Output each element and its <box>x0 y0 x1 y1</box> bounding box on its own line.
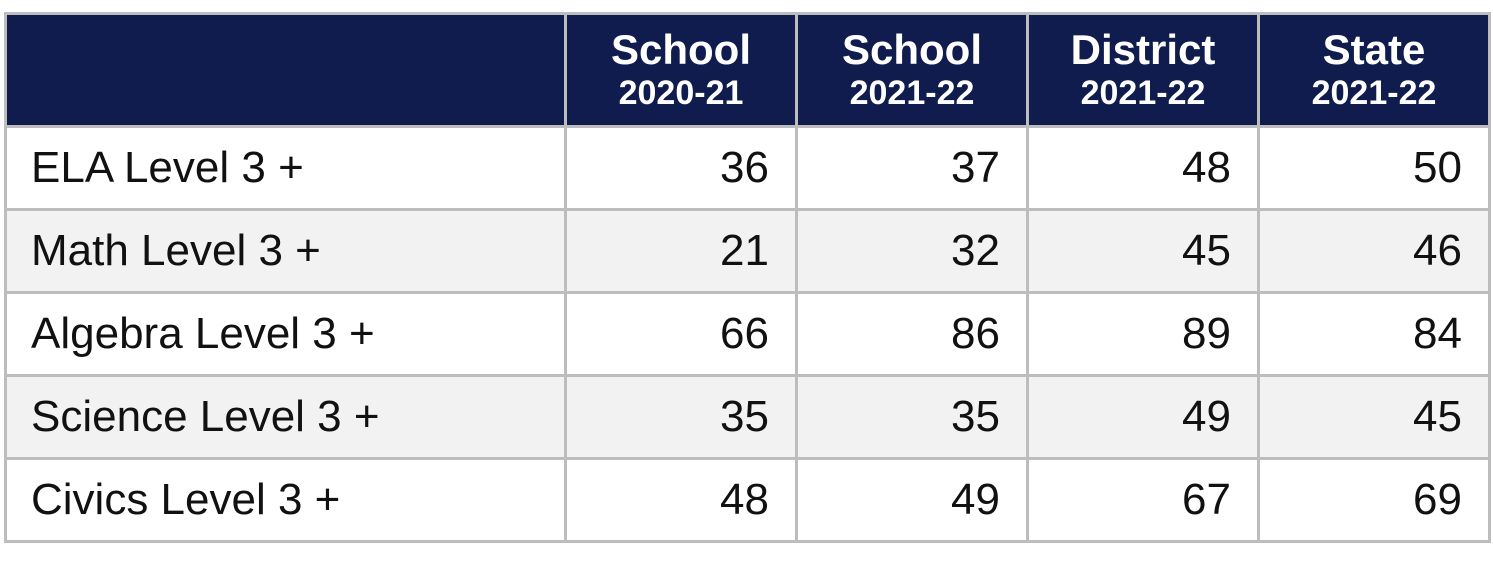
value-cell: 67 <box>1026 457 1260 543</box>
corner-cell <box>4 12 567 128</box>
value-cell: 86 <box>795 291 1029 377</box>
column-header: District 2021-22 <box>1026 12 1260 128</box>
value-cell: 45 <box>1026 208 1260 294</box>
value-cell: 21 <box>564 208 798 294</box>
row-label: Science Level 3 + <box>4 374 567 460</box>
value-cell: 50 <box>1257 125 1491 211</box>
value-cell: 49 <box>795 457 1029 543</box>
row-label: Civics Level 3 + <box>4 457 567 543</box>
table-row: Algebra Level 3 +66 86 89 84 <box>4 291 1491 377</box>
column-title: School <box>841 26 982 73</box>
table-row: Civics Level 3 +48 49 67 69 <box>4 457 1491 543</box>
column-period: 2021-22 <box>1080 74 1206 112</box>
table-row: Science Level 3 +35 35 49 45 <box>4 374 1491 460</box>
table-header: School 2020-21 School 2021-22 District 2021-2… <box>4 12 1491 128</box>
value-cell: 89 <box>1026 291 1260 377</box>
value-cell: 49 <box>1026 374 1260 460</box>
column-period: 2021-22 <box>1311 74 1437 112</box>
row-label: Algebra Level 3 + <box>4 291 567 377</box>
column-title: State <box>1322 26 1426 73</box>
value-cell: 48 <box>564 457 798 543</box>
value-cell: 32 <box>795 208 1029 294</box>
value-cell: 84 <box>1257 291 1491 377</box>
row-label: ELA Level 3 + <box>4 125 567 211</box>
column-period: 2020-21 <box>618 74 744 112</box>
column-header: School 2021-22 <box>795 12 1029 128</box>
value-cell: 36 <box>564 125 798 211</box>
value-cell: 35 <box>795 374 1029 460</box>
column-header: State 2021-22 <box>1257 12 1491 128</box>
value-cell: 48 <box>1026 125 1260 211</box>
value-cell: 69 <box>1257 457 1491 543</box>
value-cell: 45 <box>1257 374 1491 460</box>
table-row: Math Level 3 +21 32 45 46 <box>4 208 1491 294</box>
value-cell: 66 <box>564 291 798 377</box>
score-table: School 2020-21 School 2021-22 District 2021-2… <box>4 12 1491 543</box>
column-title: School <box>610 26 751 73</box>
row-label: Math Level 3 + <box>4 208 567 294</box>
table-body: ELA Level 3 +36 37 48 50 Math Level 3 +21 32 4… <box>4 125 1491 543</box>
value-cell: 46 <box>1257 208 1491 294</box>
column-header: School 2020-21 <box>564 12 798 128</box>
table-row: ELA Level 3 +36 37 48 50 <box>4 125 1491 211</box>
column-title: District <box>1070 26 1216 73</box>
column-period: 2021-22 <box>849 74 975 112</box>
value-cell: 37 <box>795 125 1029 211</box>
header-row: School 2020-21 School 2021-22 District 2021-2… <box>4 12 1491 128</box>
value-cell: 35 <box>564 374 798 460</box>
